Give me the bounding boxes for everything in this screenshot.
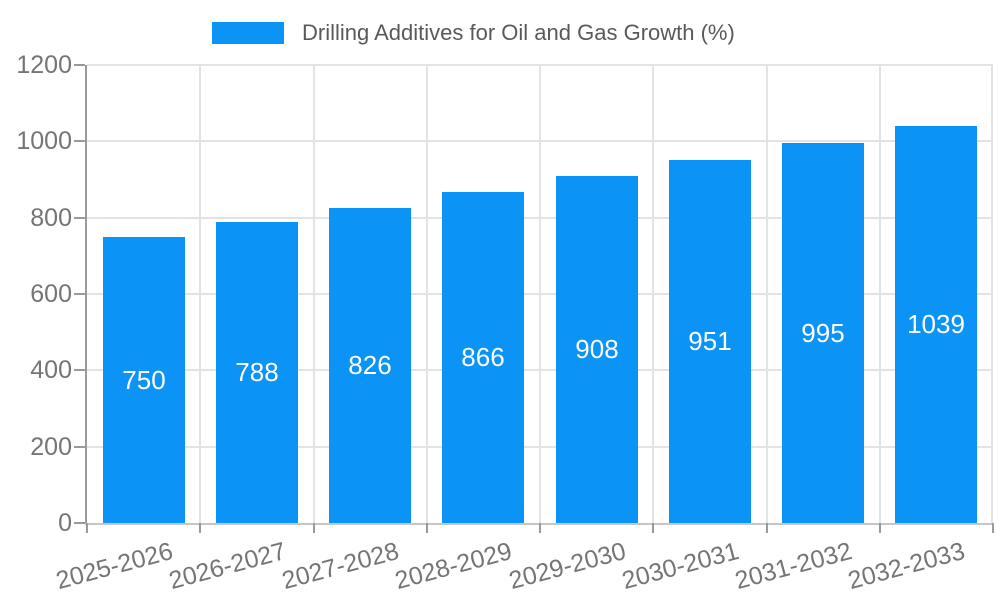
bar-2026-2027[interactable]: 788 (216, 222, 298, 523)
x-tick-label: 2025-2026 (53, 537, 177, 595)
legend[interactable]: Drilling Additives for Oil and Gas Growt… (212, 20, 735, 46)
x-gridline (991, 65, 993, 523)
x-tick-label: 2031-2032 (732, 537, 856, 595)
plot-area: 750 2025-2026 788 2026-2027 826 2027-2028 866 2… (54, 64, 994, 595)
x-tick-label: 2028-2029 (392, 537, 516, 595)
bar-value-label: 866 (461, 342, 505, 372)
y-tick-label: 200 (30, 432, 72, 461)
y-tick-label: 600 (30, 280, 72, 308)
bar-value-label: 908 (575, 334, 619, 364)
x-tick-label: 2030-2031 (619, 537, 743, 595)
y-axis-tick (74, 64, 85, 66)
bar-value-label: 951 (688, 326, 732, 356)
y-axis-tick (74, 445, 85, 448)
y-axis-line (85, 65, 87, 523)
bar-value-label: 995 (801, 317, 845, 348)
y-tick-label: 800 (30, 203, 72, 232)
x-axis-tick (539, 523, 541, 533)
y-tick-label: 400 (30, 356, 72, 385)
bar-2032-2033[interactable]: 1039 (895, 126, 977, 523)
bar-2027-2028[interactable]: 826 (329, 208, 411, 523)
bar-2028-2029[interactable]: 866 (442, 192, 524, 523)
x-axis-tick (652, 523, 654, 533)
x-axis-tick (313, 523, 315, 533)
x-tick-label: 2026-2027 (166, 537, 290, 595)
y-axis-tick (74, 522, 85, 524)
y-tick-label: 1200 (16, 51, 72, 79)
y-axis-labels: 0 200 400 600 800 1000 1200 (0, 51, 72, 537)
x-axis-tick (879, 523, 881, 533)
bar-value-label: 750 (122, 364, 166, 395)
x-tick-label: 2029-2030 (506, 537, 630, 595)
bar-value-label: 826 (348, 350, 392, 380)
legend-label: Drilling Additives for Oil and Gas Growt… (302, 20, 735, 45)
y-tick-label: 1000 (16, 127, 72, 156)
x-axis-tick (199, 523, 201, 533)
x-gridline (426, 65, 428, 523)
y-tick-label: 0 (58, 509, 72, 537)
x-axis-tick (766, 523, 768, 533)
legend-swatch (212, 22, 284, 44)
x-gridline (199, 65, 201, 523)
bar-2031-2032[interactable]: 995 (782, 143, 864, 523)
x-tick-label: 2027-2028 (279, 537, 403, 595)
y-axis-tick (74, 369, 85, 372)
bar-value-label: 788 (235, 357, 279, 387)
x-gridline (539, 65, 541, 523)
y-axis-tick (74, 216, 85, 219)
x-gridline (652, 65, 654, 523)
x-tick-label: 2032-2033 (845, 537, 969, 595)
x-axis-tick (992, 523, 994, 533)
x-axis-tick (426, 523, 428, 533)
x-gridline (879, 65, 881, 523)
x-gridline (766, 65, 768, 523)
y-axis-tick (74, 293, 85, 295)
x-axis-tick (86, 523, 88, 533)
bar-2029-2030[interactable]: 908 (556, 176, 638, 523)
y-axis-tick (74, 140, 85, 143)
bar-2030-2031[interactable]: 951 (669, 160, 751, 523)
bar-value-label: 1039 (907, 309, 965, 339)
bar-2025-2026[interactable]: 750 (103, 237, 185, 523)
x-gridline (313, 65, 315, 523)
